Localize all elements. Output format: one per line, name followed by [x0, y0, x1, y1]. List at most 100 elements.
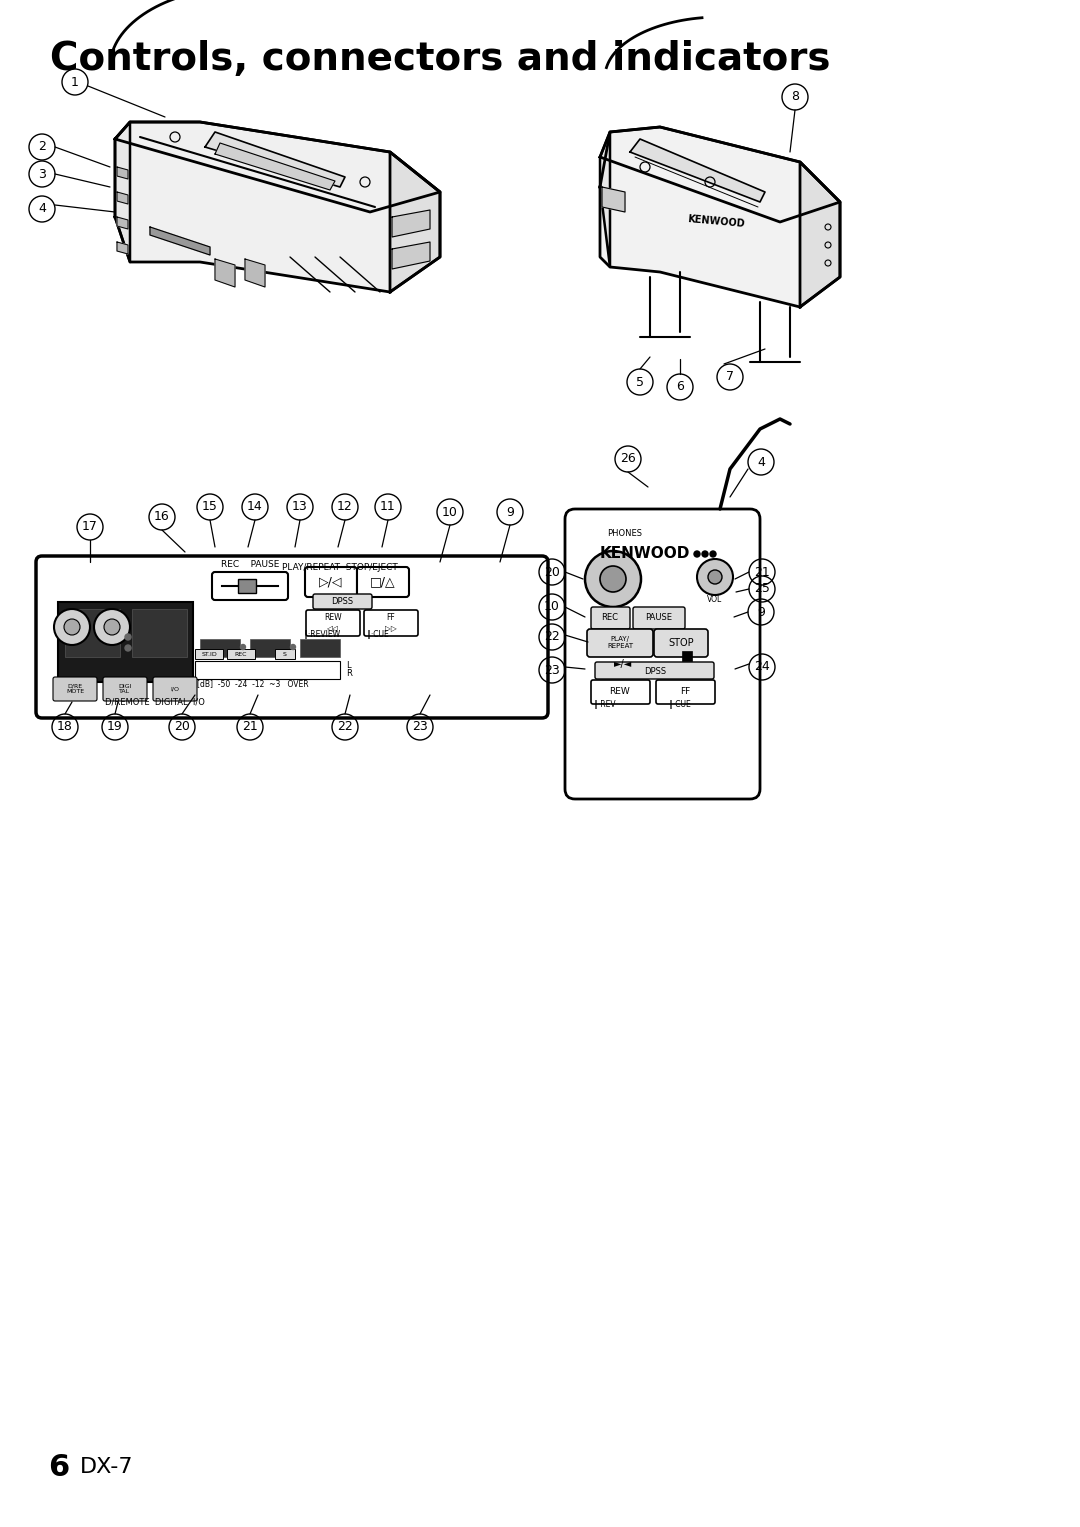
Text: 20: 20: [544, 565, 559, 579]
Text: REW: REW: [609, 687, 631, 696]
Text: I/O: I/O: [171, 687, 179, 692]
FancyBboxPatch shape: [591, 608, 630, 629]
Circle shape: [702, 551, 708, 557]
Text: 16: 16: [154, 510, 170, 524]
Text: 22: 22: [544, 631, 559, 643]
Text: PAUSE: PAUSE: [646, 614, 673, 623]
Text: 24: 24: [754, 661, 770, 673]
Text: 19: 19: [107, 721, 123, 733]
Text: STOP: STOP: [669, 638, 693, 647]
Text: ▷/◁: ▷/◁: [320, 576, 342, 588]
Text: 10: 10: [544, 600, 559, 614]
Text: 3: 3: [38, 168, 46, 180]
Polygon shape: [390, 153, 440, 292]
Text: R: R: [346, 669, 352, 678]
Bar: [227, 649, 255, 660]
Text: REC: REC: [234, 652, 247, 657]
Circle shape: [94, 609, 130, 644]
Text: VOL: VOL: [707, 594, 723, 603]
Text: □/△: □/△: [370, 576, 395, 588]
FancyBboxPatch shape: [565, 508, 760, 799]
Text: 8: 8: [791, 90, 799, 104]
Polygon shape: [117, 241, 129, 253]
FancyBboxPatch shape: [595, 663, 714, 680]
Text: [dB]  -50  -24  -12  ~3   OVER: [dB] -50 -24 -12 ~3 OVER: [197, 680, 309, 689]
Bar: [681, 651, 692, 661]
Polygon shape: [800, 162, 840, 307]
Text: DX-7: DX-7: [80, 1457, 134, 1477]
Text: 6: 6: [48, 1452, 69, 1481]
Text: 14: 14: [247, 501, 262, 513]
Text: D/RE
MOTE: D/RE MOTE: [66, 684, 84, 695]
FancyBboxPatch shape: [153, 676, 197, 701]
Text: ‖·CUE: ‖·CUE: [670, 699, 691, 709]
Text: 18: 18: [57, 721, 73, 733]
FancyBboxPatch shape: [36, 556, 548, 718]
FancyBboxPatch shape: [654, 629, 708, 657]
FancyBboxPatch shape: [656, 680, 715, 704]
Text: 17: 17: [82, 521, 98, 533]
Polygon shape: [392, 241, 430, 269]
Text: KENWOOD: KENWOOD: [599, 547, 690, 562]
Circle shape: [708, 570, 723, 583]
Text: DIGI
TAL: DIGI TAL: [118, 684, 132, 695]
Polygon shape: [114, 122, 130, 263]
Text: 1: 1: [71, 75, 79, 89]
Bar: [249, 638, 291, 657]
Polygon shape: [117, 217, 129, 229]
Text: 23: 23: [413, 721, 428, 733]
FancyBboxPatch shape: [357, 567, 409, 597]
Text: FF
▷▷: FF ▷▷: [386, 614, 396, 632]
Text: Controls, connectors and indicators: Controls, connectors and indicators: [50, 40, 831, 78]
Circle shape: [54, 609, 90, 644]
Text: KENWOOD: KENWOOD: [687, 214, 745, 229]
Text: DPSS: DPSS: [644, 666, 666, 675]
Text: 21: 21: [242, 721, 258, 733]
Text: 26: 26: [620, 452, 636, 466]
Text: 10: 10: [442, 505, 458, 519]
Bar: [195, 661, 340, 680]
Polygon shape: [117, 166, 129, 179]
Text: REC    PAUSE: REC PAUSE: [220, 560, 280, 570]
FancyBboxPatch shape: [633, 608, 685, 629]
Text: PLAY/REPEAT  STOP/EJECT: PLAY/REPEAT STOP/EJECT: [282, 562, 397, 571]
Text: 20: 20: [174, 721, 190, 733]
Text: 22: 22: [337, 721, 353, 733]
Text: 4: 4: [757, 455, 765, 469]
Text: REC: REC: [602, 614, 619, 623]
Polygon shape: [630, 139, 765, 202]
Polygon shape: [392, 211, 430, 237]
Polygon shape: [215, 144, 335, 189]
Text: PLAY/
REPEAT: PLAY/ REPEAT: [607, 637, 633, 649]
Text: ST.ID: ST.ID: [201, 652, 217, 657]
Circle shape: [585, 551, 642, 608]
Circle shape: [125, 634, 131, 640]
Text: 15: 15: [202, 501, 218, 513]
Circle shape: [694, 551, 700, 557]
FancyBboxPatch shape: [212, 573, 288, 600]
FancyBboxPatch shape: [53, 676, 97, 701]
Text: L: L: [346, 661, 351, 669]
FancyBboxPatch shape: [364, 609, 418, 637]
Text: 2: 2: [38, 140, 46, 154]
Circle shape: [291, 644, 296, 649]
FancyBboxPatch shape: [313, 594, 372, 609]
Circle shape: [600, 567, 626, 592]
Text: 25: 25: [754, 582, 770, 596]
Circle shape: [241, 644, 245, 649]
FancyBboxPatch shape: [588, 629, 653, 657]
Text: ‖·CUE: ‖·CUE: [367, 631, 389, 638]
Polygon shape: [114, 122, 440, 212]
Bar: [300, 638, 340, 657]
Text: 12: 12: [337, 501, 353, 513]
Bar: [275, 649, 295, 660]
FancyBboxPatch shape: [591, 680, 650, 704]
FancyBboxPatch shape: [306, 609, 360, 637]
Text: ‖·REV: ‖·REV: [594, 699, 616, 709]
Text: ►/◄: ►/◄: [613, 660, 632, 669]
Polygon shape: [117, 192, 129, 205]
Text: 21: 21: [754, 565, 770, 579]
Polygon shape: [114, 122, 440, 292]
Text: FF: FF: [680, 687, 690, 696]
Text: 23: 23: [544, 664, 559, 676]
